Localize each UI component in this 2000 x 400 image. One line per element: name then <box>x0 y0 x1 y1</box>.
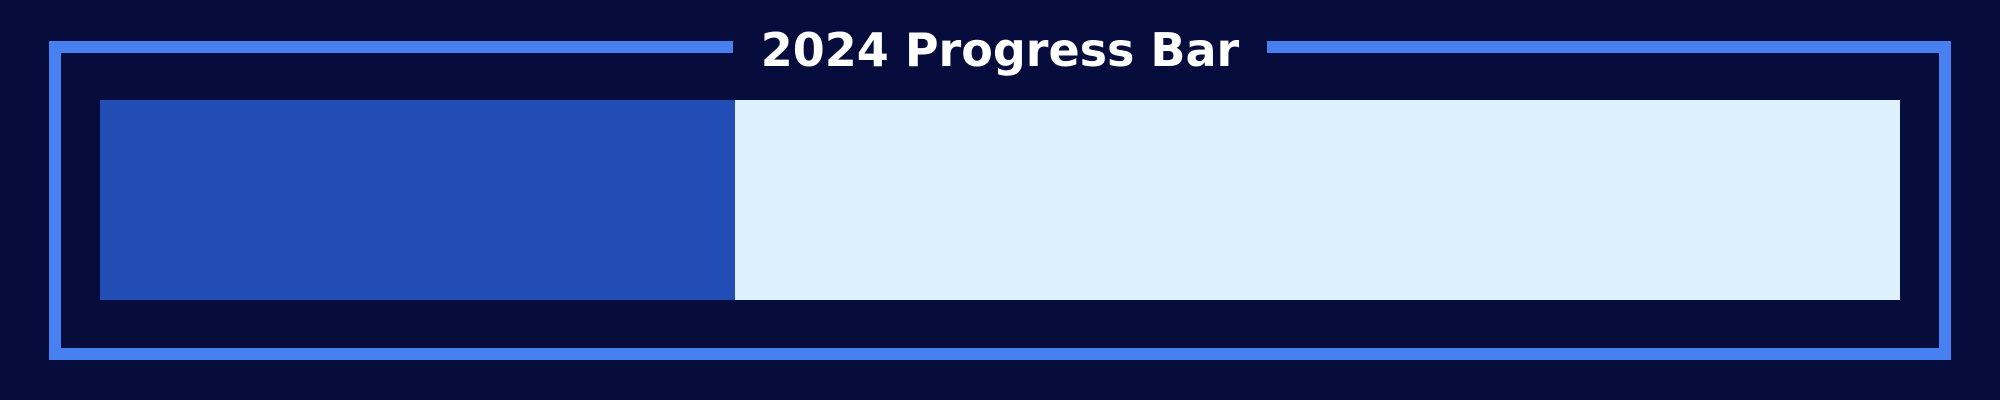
progress-frame <box>49 41 1951 360</box>
progress-title: 2024 Progress Bar <box>732 24 1268 76</box>
progress-track <box>100 100 1900 300</box>
progress-fill <box>100 100 736 300</box>
title-wrap: 2024 Progress Bar <box>0 24 2000 76</box>
